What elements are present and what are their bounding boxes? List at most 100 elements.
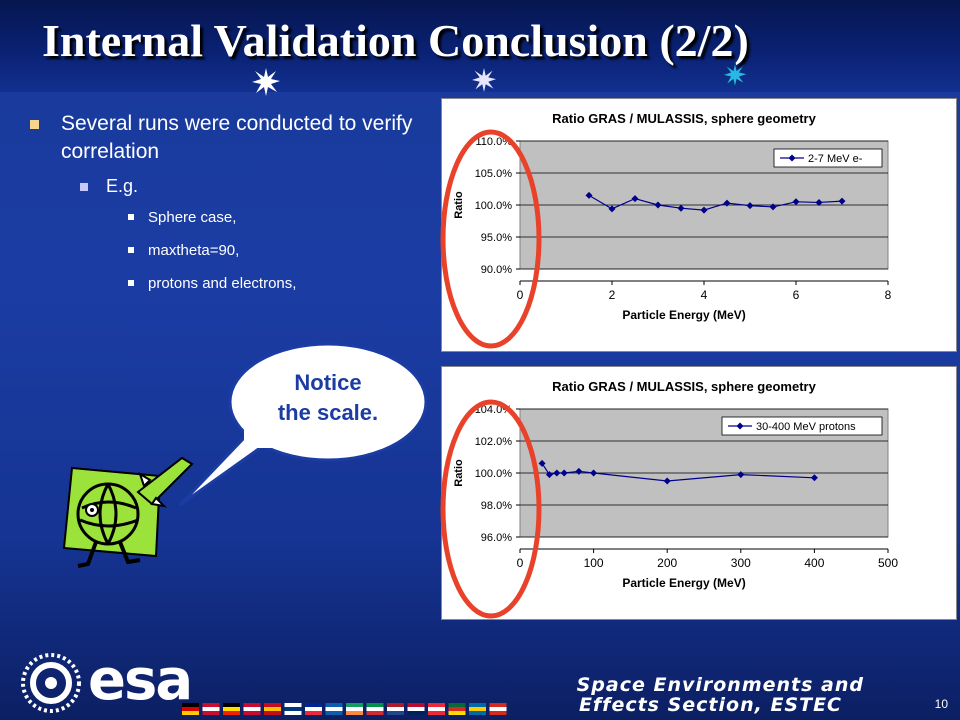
data-point	[575, 467, 583, 475]
data-point	[769, 203, 777, 211]
flag-stripe	[182, 711, 199, 715]
series-line	[588, 194, 843, 211]
y-axis-label: Ratio	[453, 191, 465, 219]
flag-stripe	[407, 711, 425, 715]
flag-stripe	[223, 707, 240, 711]
bullet-marker-icon	[128, 280, 134, 286]
flag-stripe	[325, 711, 343, 715]
flag-stripe	[448, 703, 466, 707]
flag-stripe	[428, 707, 445, 711]
flag-stripe	[387, 707, 404, 711]
flag-stripe	[489, 707, 507, 711]
flag-stripe	[469, 703, 486, 707]
flag-stripe	[202, 703, 220, 707]
y-tick-label: 96.0%	[481, 532, 512, 544]
flag-stripe	[223, 711, 240, 715]
data-point	[538, 459, 546, 467]
data-point	[815, 198, 823, 206]
slide-title: Internal Validation Conclusion (2/2)	[42, 15, 749, 66]
data-point	[810, 474, 818, 482]
esa-logo-icon	[21, 653, 81, 713]
data-point	[654, 201, 662, 209]
flag-stripe	[448, 707, 466, 711]
x-axis-label: Particle Energy (MeV)	[622, 308, 745, 322]
bullet-item: E.g.	[80, 176, 430, 197]
bullet-item: maxtheta=90,	[128, 240, 430, 260]
flag-stripe	[202, 711, 220, 715]
flag-stripe	[346, 707, 363, 711]
flag-stripe	[305, 711, 322, 715]
data-point	[792, 198, 800, 206]
starburst-icon	[472, 68, 496, 92]
flag-stripe	[366, 711, 384, 715]
page-number: 10	[934, 697, 948, 711]
x-tick-label: 200	[657, 556, 677, 570]
flag-stripe	[489, 703, 507, 707]
data-point	[746, 202, 754, 210]
y-tick-label: 100.0%	[475, 468, 513, 480]
bullet-marker-icon	[128, 214, 134, 220]
flag-stripe	[469, 707, 486, 711]
x-tick-label: 300	[731, 556, 751, 570]
x-tick-label: 8	[885, 288, 892, 302]
flag-stripe	[407, 707, 425, 711]
flag-stripe	[387, 711, 404, 715]
speech-bubble	[178, 342, 428, 507]
data-point	[723, 199, 731, 207]
flag-stripe	[366, 707, 384, 711]
highlight-ellipse	[440, 399, 542, 619]
globe-rocket-clipart	[62, 456, 194, 568]
footer-line-1: Space Environments and	[576, 674, 864, 696]
legend-box	[773, 148, 883, 168]
x-tick-label: 6	[793, 288, 800, 302]
flag-stripe	[346, 711, 363, 715]
x-tick-label: 0	[517, 288, 524, 302]
y-tick-label: 105.0%	[475, 168, 513, 180]
legend-label: 2-7 MeV e-	[808, 153, 863, 165]
x-tick-label: 400	[804, 556, 824, 570]
flag-stripe	[264, 711, 281, 715]
chart-electrons: Ratio GRAS / MULASSIS, sphere geometry 90…	[441, 98, 957, 352]
x-tick-label: 2	[609, 288, 616, 302]
flag-stripe	[325, 707, 343, 711]
x-axis-label: Particle Energy (MeV)	[622, 576, 745, 590]
bullet-marker-icon	[30, 120, 39, 129]
y-tick-label: 98.0%	[481, 500, 512, 512]
flag-stripe	[243, 707, 261, 711]
chart-title: Ratio GRAS / MULASSIS, sphere geometry	[552, 111, 816, 126]
data-point	[553, 469, 561, 477]
y-tick-label: 95.0%	[481, 232, 512, 244]
flag-stripe	[243, 703, 261, 707]
legend-label: 30-400 MeV protons	[756, 421, 856, 433]
chart-protons-svg: Ratio GRAS / MULASSIS, sphere geometry 96…	[453, 379, 898, 590]
x-tick-label: 4	[701, 288, 708, 302]
flag-stripe	[428, 703, 445, 707]
flag-stripe	[202, 707, 220, 711]
starburst-icon	[722, 62, 748, 88]
legend-marker	[788, 154, 796, 162]
bullet-marker-icon	[80, 182, 88, 191]
member-flags	[182, 703, 507, 715]
flag-stripe	[223, 703, 240, 707]
flag-stripe	[366, 703, 384, 707]
x-tick-label: 500	[878, 556, 898, 570]
flag-stripe	[448, 711, 466, 715]
y-axis-label: Ratio	[453, 459, 465, 487]
flag-stripe	[469, 711, 486, 715]
data-point	[663, 477, 671, 485]
y-tick-label: 102.0%	[475, 436, 513, 448]
y-tick-label: 90.0%	[481, 264, 512, 276]
bullet-item: protons and electrons,	[128, 273, 430, 293]
data-point	[677, 204, 685, 212]
bullet-item: Sphere case,	[128, 207, 430, 227]
flag-stripe	[325, 703, 343, 707]
x-tick-label: 0	[517, 556, 524, 570]
y-tick-label: 110.0%	[476, 136, 513, 148]
bullet-marker-icon	[128, 247, 134, 253]
flag-stripe	[182, 703, 199, 707]
data-point	[700, 206, 708, 214]
flag-stripe	[284, 711, 302, 715]
data-point	[560, 469, 568, 477]
data-point	[631, 195, 639, 203]
flag-stripe	[264, 703, 281, 707]
